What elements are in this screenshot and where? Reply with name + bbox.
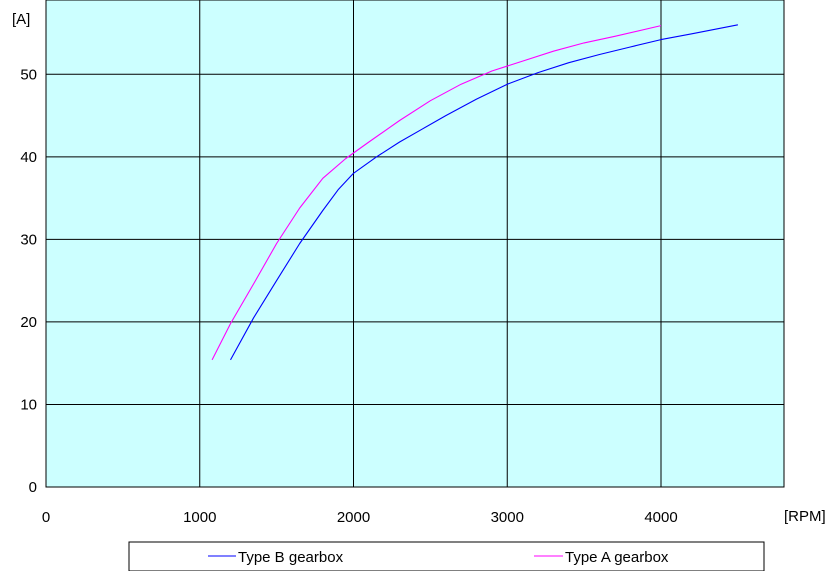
x-tick-label: 2000 bbox=[337, 509, 370, 526]
plot-background bbox=[46, 0, 784, 487]
y-tick-label: 0 bbox=[29, 479, 37, 496]
grid-lines bbox=[46, 0, 784, 487]
series-layer bbox=[211, 24, 739, 361]
x-tick-label: 3000 bbox=[491, 509, 524, 526]
series-line-type-a-gearbox bbox=[211, 25, 662, 361]
x-tick-labels: 0 1000 2000 3000 4000 bbox=[42, 509, 678, 526]
legend-label-type-b: Type B gearbox bbox=[238, 549, 344, 566]
y-axis-label: [A] bbox=[12, 11, 30, 28]
y-tick-label: 10 bbox=[20, 396, 37, 413]
legend-label-type-a: Type A gearbox bbox=[565, 549, 669, 566]
y-tick-label: 30 bbox=[20, 231, 37, 248]
y-tick-label: 40 bbox=[20, 149, 37, 166]
x-tick-label: 0 bbox=[42, 509, 50, 526]
legend: Type B gearbox Type A gearbox bbox=[128, 541, 765, 571]
y-tick-label: 50 bbox=[20, 66, 37, 83]
series-line-type-b-gearbox bbox=[230, 24, 739, 361]
y-tick-labels: 0 10 20 30 40 50 bbox=[20, 66, 37, 496]
x-tick-label: 1000 bbox=[183, 509, 216, 526]
plot-border bbox=[45, 0, 785, 488]
y-tick-label: 20 bbox=[20, 314, 37, 331]
x-axis-label: [RPM] bbox=[784, 508, 826, 525]
x-tick-label: 4000 bbox=[644, 509, 677, 526]
